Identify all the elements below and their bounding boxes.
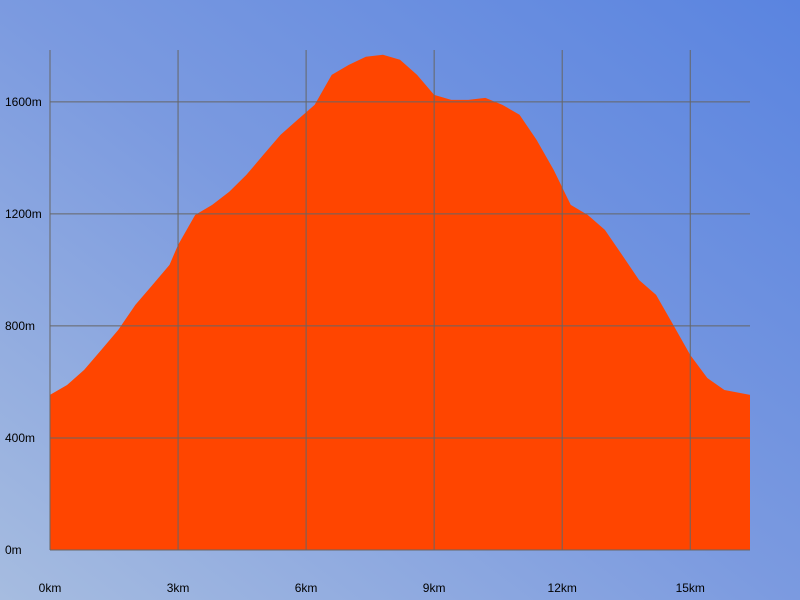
y-tick-label: 400m (5, 431, 35, 445)
x-tick-label: 3km (167, 581, 190, 595)
x-tick-label: 12km (548, 581, 577, 595)
y-tick-label: 0m (5, 543, 22, 557)
x-tick-label: 0km (39, 581, 62, 595)
y-tick-label: 1600m (5, 95, 42, 109)
x-tick-label: 9km (423, 581, 446, 595)
x-tick-label: 15km (676, 581, 705, 595)
x-tick-label: 6km (295, 581, 318, 595)
y-tick-label: 1200m (5, 207, 42, 221)
elevation-area (50, 54, 750, 551)
y-tick-label: 800m (5, 319, 35, 333)
